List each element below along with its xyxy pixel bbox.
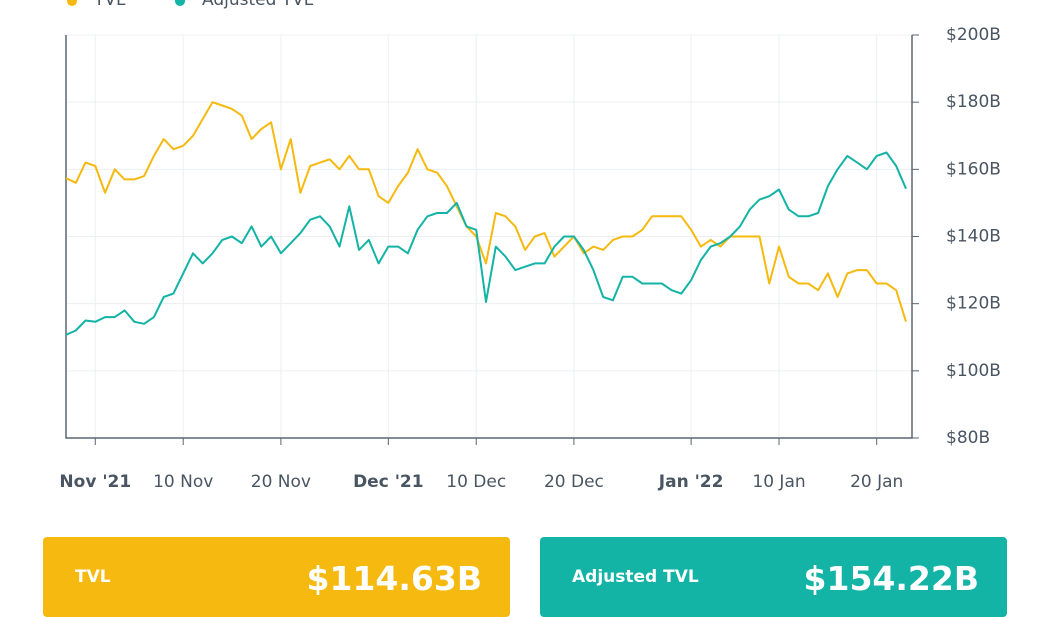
x-tick-label: 20 Nov [251, 472, 311, 492]
legend-label: TVL [93, 0, 126, 10]
legend-marker [175, 0, 185, 6]
chart: $80B $100B $120B $140B $160B $180B $200B Nov '2… [59, 0, 1001, 492]
x-tick-label: 10 Jan [752, 472, 805, 492]
card-value: $114.63B [306, 559, 482, 598]
axis-frame [65, 35, 913, 439]
x-tick-label: 20 Jan [850, 472, 903, 492]
y-tick-label: $200B [946, 25, 1001, 45]
page: $80B $100B $120B $140B $160B $180B $200B Nov '2… [43, 0, 1007, 617]
y-tick-label: $100B [946, 361, 1001, 381]
card-value: $154.22B [803, 559, 979, 598]
card-label: TVL [75, 567, 111, 587]
y-tick-label: $160B [946, 159, 1001, 179]
legend-marker [67, 0, 77, 6]
line [65, 101, 907, 322]
y-tick-label: $140B [946, 227, 1001, 247]
x-tick-label: 20 Dec [544, 472, 604, 492]
adjusted-tvl-card: Adjusted TVL $154.22B [540, 537, 1007, 617]
x-tick-label: 10 Nov [153, 472, 213, 492]
legend-label: Adjusted TVL [202, 0, 314, 10]
x-tick-label: Nov '21 [59, 472, 131, 492]
x-tick-label: 10 Dec [446, 472, 506, 492]
y-tick-label: $120B [946, 294, 1001, 314]
line [65, 151, 907, 336]
x-tick-label: Dec '21 [353, 472, 424, 492]
x-tick-label: Jan '22 [658, 472, 724, 492]
card-label: Adjusted TVL [572, 567, 699, 587]
tvl-card: TVL $114.63B [43, 537, 510, 617]
y-tick-label: $80B [946, 428, 990, 448]
y-tick-label: $180B [946, 92, 1001, 112]
